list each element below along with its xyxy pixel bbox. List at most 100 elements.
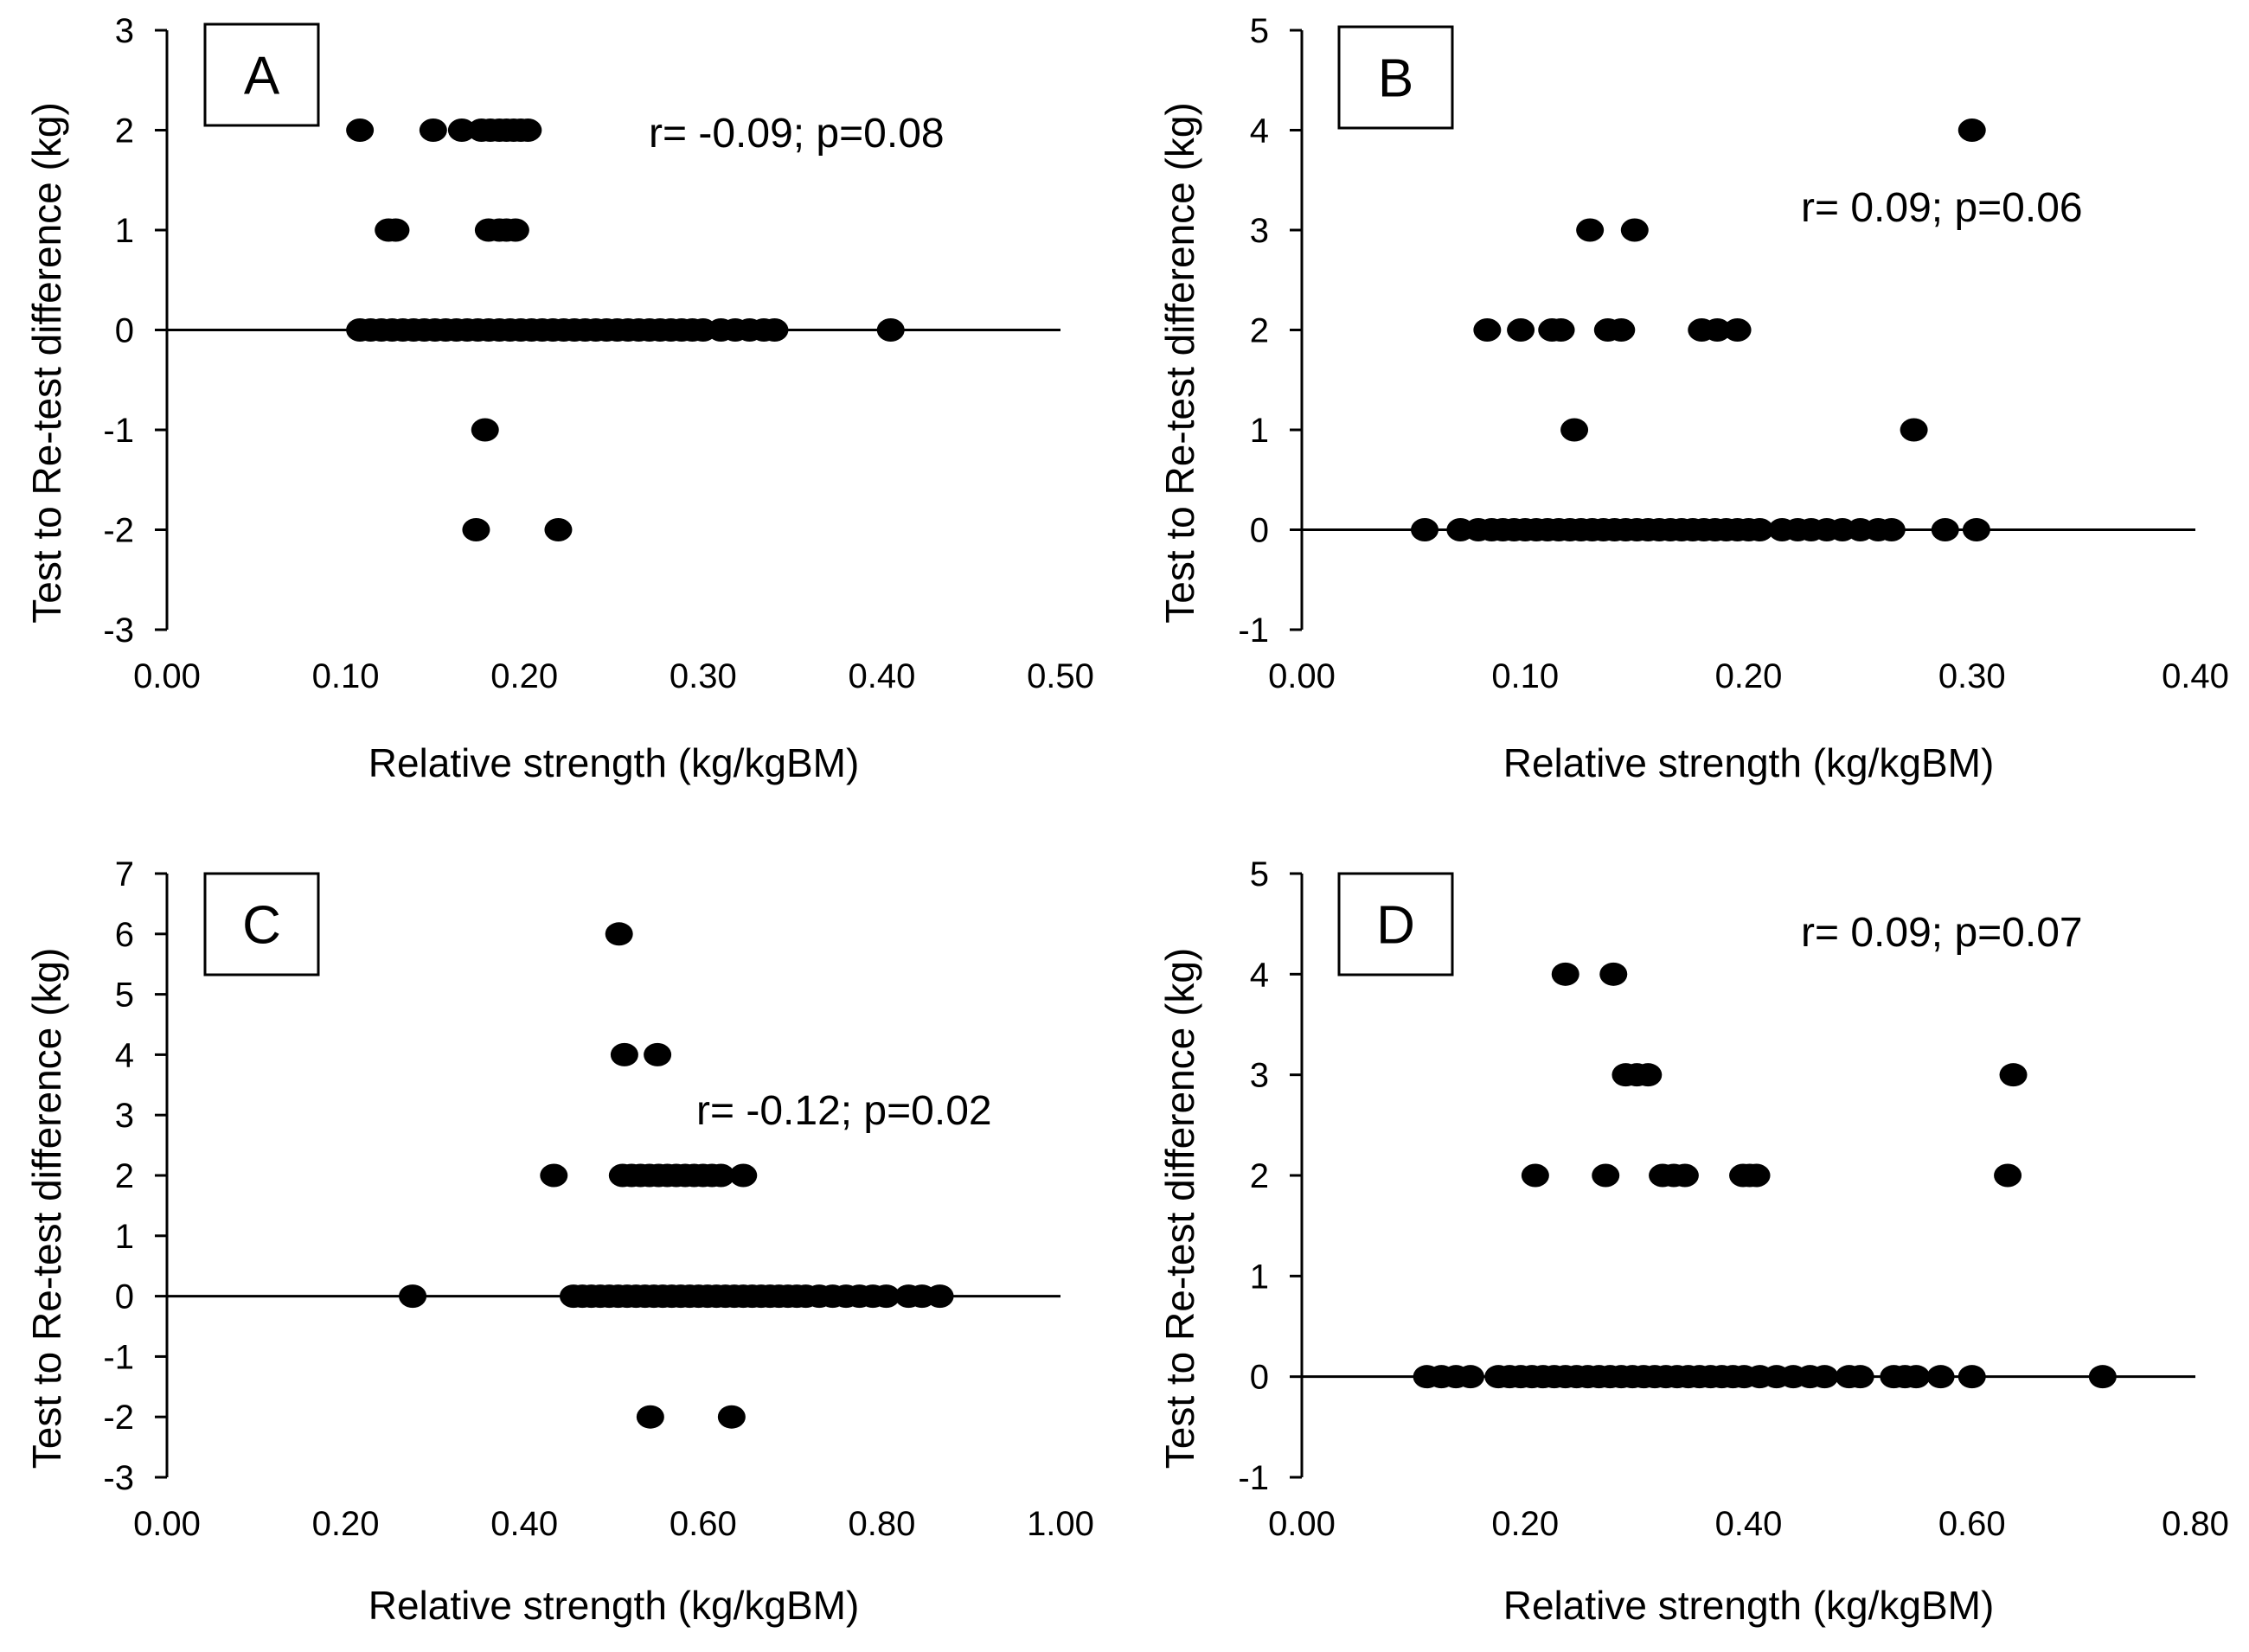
- data-point: [717, 1405, 746, 1429]
- x-tick-label: 0.20: [312, 1505, 380, 1543]
- data-point: [381, 218, 410, 242]
- data-point: [707, 1163, 735, 1188]
- data-point: [1507, 318, 1535, 342]
- x-tick-label: 0.60: [1938, 1505, 2006, 1543]
- x-axis-title: Relative strength (kg/kgBM): [1503, 1583, 1995, 1628]
- panel-c: -3 -2 -1 0 1 2 3 4 5 6 7 0.00 0.20 0.40 0.60 0.80 1.00 Re…: [24, 855, 1094, 1628]
- x-tick-label: 0.00: [133, 657, 201, 695]
- y-tick-label: 0: [115, 1278, 134, 1316]
- x-tick-label: 0.40: [848, 657, 915, 695]
- data-point: [1670, 1163, 1699, 1188]
- y-tick-label: 0: [115, 312, 134, 350]
- data-point: [1723, 318, 1752, 342]
- y-tick-label: 1: [115, 212, 134, 250]
- x-axis-title: Relative strength (kg/kgBM): [368, 1583, 860, 1628]
- y-tick-label: 1: [1250, 412, 1269, 450]
- x-tick-label: 0.20: [490, 657, 558, 695]
- x-tick-label: 0.00: [1268, 657, 1336, 695]
- panel-label-box: [203, 872, 320, 976]
- y-tick-label: 3: [115, 1097, 134, 1135]
- data-point: [636, 1405, 664, 1429]
- x-tick-label: 0.10: [312, 657, 380, 695]
- panel-b: -1 0 1 2 3 4 5 0.00 0.10 0.20 0.30 0.40 Relative str…: [1157, 12, 2229, 785]
- data-point: [1592, 1163, 1620, 1188]
- x-tick-label: 0.20: [1491, 1505, 1559, 1543]
- data-point: [501, 218, 529, 242]
- data-point: [1411, 518, 1439, 541]
- data-point: [1957, 1365, 1986, 1389]
- y-tick-label: 4: [1250, 112, 1269, 150]
- data-point: [760, 318, 789, 342]
- data-point: [514, 118, 542, 142]
- data-point: [1902, 1365, 1931, 1389]
- data-point: [399, 1284, 427, 1309]
- data-point: [1931, 518, 1959, 541]
- data-point: [1620, 218, 1649, 242]
- y-tick-label: 0: [1250, 1359, 1269, 1397]
- x-axis-title: Relative strength (kg/kgBM): [368, 740, 860, 785]
- y-tick-label: -1: [1238, 1459, 1269, 1497]
- y-tick-label: 1: [115, 1218, 134, 1256]
- data-point: [644, 1042, 672, 1066]
- data-point: [1962, 518, 1990, 541]
- data-point: [1846, 1365, 1874, 1389]
- data-point: [1999, 1063, 2028, 1087]
- data-point: [462, 518, 490, 541]
- x-tick-label: 0.30: [670, 657, 737, 695]
- data-point: [544, 518, 573, 541]
- y-tick-label: 2: [1250, 1157, 1269, 1195]
- data-point: [605, 922, 633, 946]
- data-point: [1456, 1365, 1484, 1389]
- data-point: [729, 1163, 758, 1188]
- y-tick-label: 2: [115, 112, 134, 150]
- data-point: [1551, 962, 1579, 986]
- data-point: [1703, 318, 1732, 342]
- y-axis-title: Test to Re-test difference (kg): [24, 102, 69, 624]
- y-tick-label: 2: [115, 1157, 134, 1195]
- y-tick-label: 5: [115, 976, 134, 1015]
- correlation-annotation: r= -0.09; p=0.08: [649, 111, 945, 157]
- y-tick-label: -2: [103, 1399, 134, 1437]
- data-point: [1634, 1063, 1663, 1087]
- data-point: [1607, 318, 1636, 342]
- x-tick-label: 0.50: [1027, 657, 1094, 695]
- x-tick-label: 0.30: [1938, 657, 2006, 695]
- y-tick-label: -1: [1238, 611, 1269, 650]
- y-tick-label: 3: [1250, 1057, 1269, 1095]
- y-tick-label: 0: [1250, 512, 1269, 550]
- y-tick-label: -3: [103, 611, 134, 650]
- y-tick-label: -3: [103, 1459, 134, 1497]
- x-tick-label: 0.60: [670, 1505, 737, 1543]
- panel-label: A: [244, 47, 280, 106]
- x-tick-label: 0.20: [1715, 657, 1783, 695]
- data-point: [1877, 518, 1906, 541]
- data-point: [876, 318, 905, 342]
- x-tick-label: 0.10: [1491, 657, 1559, 695]
- y-tick-label: 2: [1250, 312, 1269, 350]
- data-point: [1746, 518, 1774, 541]
- x-tick-label: 0.80: [2162, 1505, 2229, 1543]
- correlation-annotation: r= -0.12; p=0.02: [696, 1088, 992, 1134]
- x-tick-label: 0.80: [848, 1505, 915, 1543]
- data-point: [1576, 218, 1605, 242]
- x-tick-label: 1.00: [1027, 1505, 1094, 1543]
- x-tick-label: 0.40: [1715, 1505, 1783, 1543]
- x-tick-label: 0.40: [2162, 657, 2229, 695]
- y-tick-label: 4: [1250, 956, 1269, 994]
- y-tick-label: 6: [115, 916, 134, 954]
- data-point: [1994, 1163, 2022, 1188]
- y-tick-label: 4: [115, 1036, 134, 1074]
- x-tick-label: 0.40: [490, 1505, 558, 1543]
- panel-label-box: [203, 22, 320, 127]
- y-tick-label: -1: [103, 412, 134, 450]
- data-point: [346, 118, 375, 142]
- data-point: [2088, 1365, 2117, 1389]
- data-point: [1547, 318, 1575, 342]
- data-point: [419, 118, 447, 142]
- data-point: [1742, 1163, 1771, 1188]
- data-point: [471, 418, 499, 442]
- data-point: [1810, 1365, 1839, 1389]
- panel-d: -1 0 1 2 3 4 5 0.00 0.20 0.40 0.60 0.80 Relative str…: [1157, 855, 2229, 1628]
- y-tick-label: 3: [115, 12, 134, 50]
- data-point: [1957, 118, 1986, 142]
